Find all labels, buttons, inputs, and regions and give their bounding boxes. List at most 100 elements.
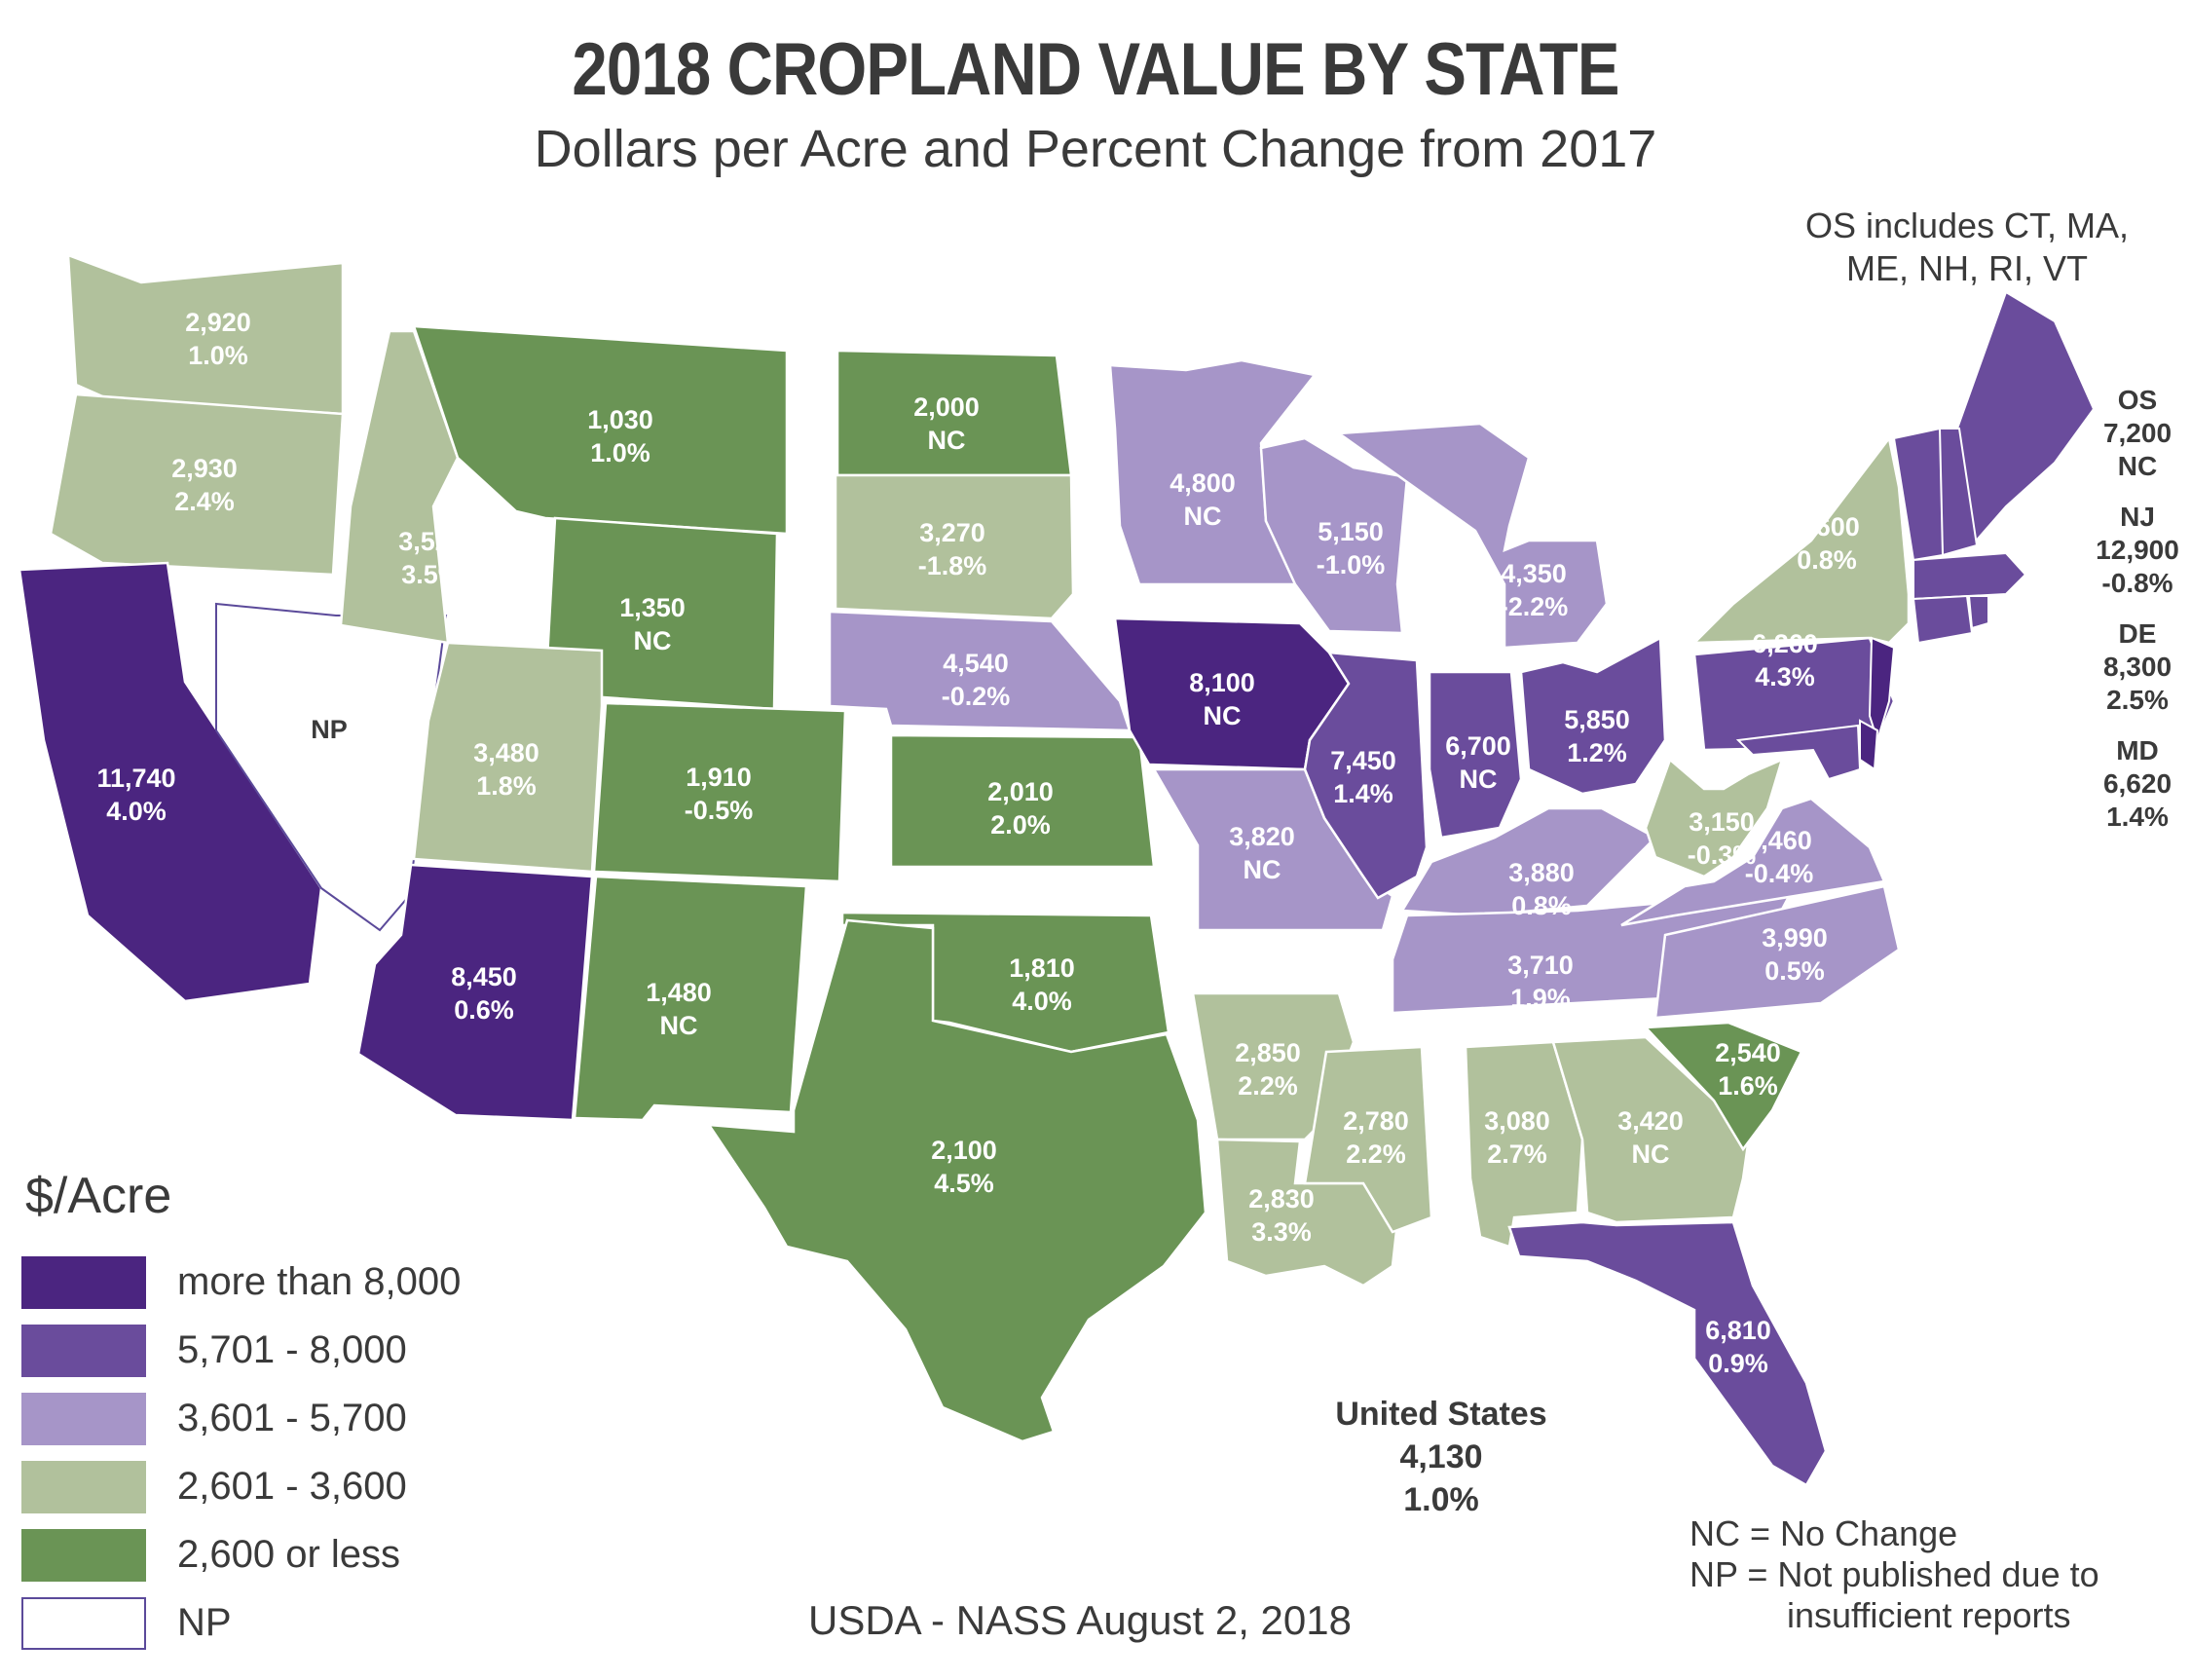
abbr-nc: NC = No Change [1690,1513,1958,1553]
state-value-nd: 2,000 [913,392,980,422]
legend-item: 3,601 - 5,700 [21,1393,567,1451]
state-value-ny: 2,600 [1794,512,1860,541]
state-change-ky: 0.8% [1511,891,1572,920]
callout-md-change: 1.4% [2106,802,2169,832]
state-value-il: 7,450 [1330,746,1396,775]
state-mi [1335,422,1609,650]
state-change-ga: NC [1632,1139,1670,1169]
state-change-mn: NC [1184,502,1222,531]
state-oh [1519,635,1667,796]
os-includes-note: OS includes CT, MA, ME, NH, RI, VT [1804,205,2130,288]
state-change-id: 3.5% [401,560,462,589]
state-change-wa: 1.0% [188,341,248,370]
state-value-fl: 6,810 [1705,1316,1771,1345]
state-change-nm: NC [660,1011,698,1040]
callout-md-name: MD [2116,735,2159,765]
us-total-value: 4,130 [1399,1438,1483,1475]
legend-item: more than 8,000 [21,1256,567,1315]
legend-item: NP [21,1597,567,1656]
legend-item: 5,701 - 8,000 [21,1325,567,1383]
state-change-ms: 2.2% [1346,1139,1406,1169]
state-ks [889,733,1156,869]
state-wv [1644,757,1784,878]
state-value-id: 3,520 [398,527,464,556]
state-value-wv: 3,150 [1689,807,1755,837]
state-change-nd: NC [928,426,966,455]
state-wi [1259,436,1409,635]
state-value-la: 2,830 [1248,1184,1315,1213]
state-me [1955,290,2096,548]
state-fl [1507,1220,1828,1487]
state-value-co: 1,910 [686,763,752,792]
state-value-mt: 1,030 [587,405,653,434]
state-change-mi: -2.2% [1500,592,1569,621]
legend-swatch [21,1325,146,1377]
state-change-ny: 0.8% [1797,545,1857,575]
state-value-ky: 3,880 [1508,858,1575,887]
state-ut [412,641,604,874]
state-change-fl: 0.9% [1708,1349,1768,1378]
state-nm [573,875,808,1122]
state-value-ca: 11,740 [96,764,175,793]
state-change-az: 0.6% [454,995,514,1025]
state-sc [1643,1021,1803,1152]
state-change-ut: 1.8% [476,771,537,801]
state-change-tx: 4.5% [934,1169,994,1198]
state-value-ks: 2,010 [987,777,1054,806]
state-change-mt: 1.0% [590,438,650,467]
state-value-ut: 3,480 [473,738,539,767]
state-change-tn: 1.9% [1510,984,1571,1013]
state-value-al: 3,080 [1484,1106,1550,1136]
callout-os-name: OS [2118,385,2157,415]
state-value-nm: 1,480 [646,978,712,1007]
abbr-np: NP = Not published due to [1690,1554,2099,1594]
state-value-mn: 4,800 [1170,468,1236,498]
state-value-wa: 2,920 [185,308,251,337]
state-change-mo: NC [1244,855,1281,884]
state-change-sd: -1.8% [918,551,987,580]
state-change-va: -0.4% [1745,859,1814,888]
state-value-oh: 5,850 [1564,705,1630,734]
callout-os-value: 7,200 [2103,418,2172,448]
state-change-nc: 0.5% [1764,956,1825,986]
us-total-change: 1.0% [1403,1481,1479,1518]
us-total-label: United States [1335,1396,1547,1433]
legend-label: 5,701 - 8,000 [177,1328,407,1371]
state-value-in: 6,700 [1445,731,1511,761]
state-tx [706,918,1207,1443]
state-change-in: NC [1460,765,1498,794]
abbr-np-cont: insufficient reports [1787,1595,2071,1635]
legend-swatch [21,1256,146,1309]
state-change-la: 3.3% [1251,1217,1312,1247]
state-value-mi: 4,350 [1501,559,1567,588]
state-value-ga: 3,420 [1617,1106,1684,1136]
callout-nj-change: -0.8% [2101,568,2172,598]
legend-label: 2,601 - 3,600 [177,1465,407,1508]
state-ca [18,561,323,1003]
state-value-va: 4,460 [1746,826,1812,855]
state-value-ar: 2,850 [1235,1038,1301,1067]
state-change-pa: 4.3% [1755,662,1815,691]
legend-swatch [21,1529,146,1582]
state-change-wy: NC [634,626,672,655]
state-value-ms: 2,780 [1343,1106,1409,1136]
state-value-az: 8,450 [451,962,517,991]
state-or [49,392,345,577]
callout-nj-value: 12,900 [2096,535,2179,565]
state-il [1303,651,1429,900]
legend-item: 2,600 or less [21,1529,567,1587]
state-mt [412,324,789,536]
state-md [1735,724,1862,781]
state-ms [1303,1045,1433,1234]
legend-swatch [21,1393,146,1445]
map-subtitle: Dollars per Acre and Percent Change from… [534,120,1657,178]
state-ct [1912,594,1974,645]
state-change-sc: 1.6% [1718,1071,1778,1101]
legend-label: more than 8,000 [177,1260,462,1303]
state-value-wy: 1,350 [619,593,686,622]
state-value-ne: 4,540 [943,649,1009,678]
state-in [1428,670,1523,840]
state-change-ok: 4.0% [1012,987,1072,1016]
united-states-total: United States 4,130 1.0% [1295,1393,1587,1521]
